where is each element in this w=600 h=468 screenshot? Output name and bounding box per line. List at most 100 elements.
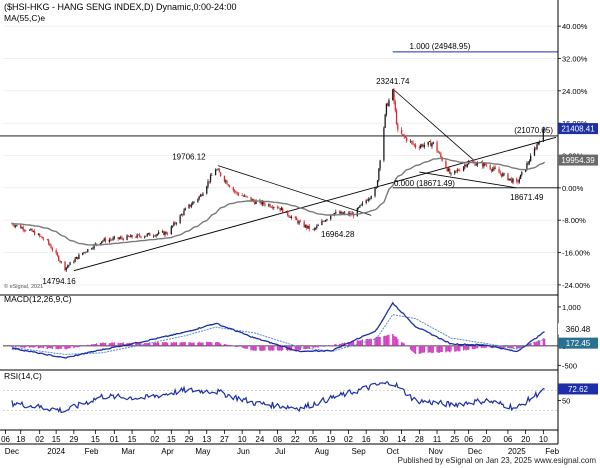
macd-histogram-bar — [385, 335, 388, 346]
macd-histogram-bar — [164, 342, 166, 346]
chart-title: ($HSI-HKG - HANG SENG INDEX,D) Dynamic,0… — [4, 2, 237, 12]
macd-histogram-bar — [11, 345, 13, 348]
candle-body — [333, 213, 336, 215]
candle-body — [263, 201, 265, 205]
candle-body — [13, 225, 16, 227]
macd-histogram-bar — [297, 345, 299, 350]
macd-histogram-bar — [466, 345, 469, 350]
y-tick-label: 0.00% — [562, 184, 584, 193]
candle-body — [446, 167, 448, 172]
macd-histogram-bar — [136, 342, 138, 346]
candle-body — [99, 243, 102, 245]
macd-histogram-bar — [190, 342, 193, 346]
indicator-label: MA(55,C)e — [4, 13, 45, 23]
x-tick-label: 20 — [521, 435, 530, 444]
macd-histogram-bar — [75, 345, 78, 347]
macd-histogram-bar — [13, 345, 16, 347]
candle-body — [207, 181, 209, 187]
x-month-label: May — [195, 447, 210, 456]
macd-histogram-bar — [113, 342, 116, 346]
macd-histogram-bar — [84, 345, 86, 346]
candle-body — [456, 169, 458, 171]
candle-body — [271, 207, 274, 208]
macd-histogram-bar — [254, 345, 256, 351]
macd-histogram-bar — [55, 345, 57, 350]
candle-body — [149, 233, 151, 236]
macd-histogram-bar — [192, 342, 194, 346]
candle-body — [92, 248, 94, 249]
macd-histogram-bar — [464, 345, 466, 350]
candle-body — [484, 163, 486, 166]
macd-histogram-bar — [308, 345, 310, 349]
candle-body — [307, 225, 309, 229]
macd-histogram-bar — [149, 342, 151, 346]
candle-body — [378, 168, 380, 181]
candle-body — [50, 245, 52, 249]
macd-histogram-bar — [135, 342, 137, 346]
macd-histogram-bar — [423, 345, 426, 353]
macd-histogram-bar — [269, 345, 271, 352]
candle-body — [21, 227, 23, 229]
ma-line — [11, 157, 546, 246]
candle-body — [147, 233, 150, 234]
x-tick-label: 15 — [128, 435, 137, 444]
candle-body — [254, 201, 256, 205]
candle-body — [392, 89, 394, 101]
macd-histogram-bar — [419, 345, 422, 354]
price-annotation: 14794.16 — [42, 277, 76, 286]
macd-histogram-bar — [536, 341, 538, 346]
macd-histogram-bar — [152, 342, 155, 346]
price-annotation: 18671.49 — [510, 193, 544, 202]
candle-body — [120, 237, 122, 239]
macd-histogram-bar — [299, 345, 302, 351]
candle-body — [94, 243, 97, 245]
candle-body — [136, 234, 138, 238]
signal-value-tag-bg — [558, 337, 598, 349]
macd-histogram-bar — [60, 345, 62, 349]
candle-body — [409, 141, 412, 142]
x-month-label: Dec — [468, 447, 482, 456]
macd-histogram-bar — [78, 345, 80, 347]
candle-body — [173, 222, 175, 226]
macd-histogram-bar — [427, 345, 429, 353]
candle-body — [157, 232, 160, 234]
candle-body — [171, 225, 174, 227]
candle-body — [155, 234, 157, 237]
macd-histogram-bar — [340, 344, 342, 346]
x-month-label: 2024 — [47, 447, 65, 456]
ma-value-tag-bg — [558, 154, 598, 166]
macd-histogram-bar — [56, 345, 59, 349]
candle-body — [535, 148, 537, 150]
macd-histogram-bar — [437, 345, 439, 353]
macd-histogram-bar — [140, 343, 142, 346]
macd-histogram-bar — [171, 342, 174, 346]
candle-body — [400, 129, 403, 135]
macd-histogram-bar — [245, 345, 247, 349]
candle-body — [528, 161, 531, 164]
candle-body — [190, 204, 193, 207]
macd-histogram-bar — [154, 342, 156, 346]
candle-body — [233, 190, 236, 192]
macd-value-tag: 360.48 — [566, 325, 591, 334]
macd-histogram-bar — [259, 345, 261, 351]
candle-body — [313, 228, 315, 230]
macd-histogram-bar — [347, 342, 350, 346]
macd-histogram-bar — [183, 342, 185, 346]
candle-body — [517, 181, 519, 183]
candle-body — [250, 196, 252, 201]
candle-body — [379, 160, 381, 169]
candle-body — [47, 239, 50, 244]
macd-histogram-bar — [449, 345, 451, 353]
candle-body — [465, 164, 467, 167]
candle-body — [395, 110, 398, 125]
macd-histogram-bar — [32, 345, 35, 348]
candle-body — [476, 162, 479, 165]
candle-body — [199, 194, 202, 197]
candle-body — [418, 147, 420, 149]
candle-body — [174, 222, 176, 224]
watermark: © eSignal, 2021 — [4, 283, 43, 290]
macd-histogram-bar — [316, 345, 318, 347]
candle-body — [49, 243, 51, 246]
candle-body — [489, 165, 491, 170]
candle-body — [145, 235, 147, 237]
